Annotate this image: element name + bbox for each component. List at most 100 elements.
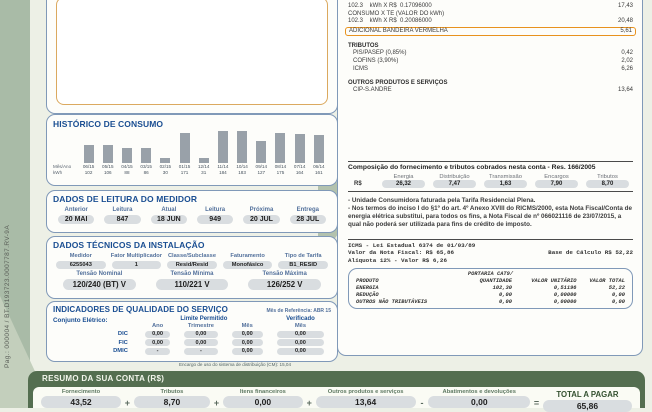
tech-value: Monofásico [222, 261, 273, 269]
quality-cell: 0,00 [138, 330, 177, 338]
charge-line: CONSUMO X TE (VALOR DO kWh) [348, 11, 633, 19]
summary-item: Abatimentos e devoluções 0,00 [428, 389, 531, 408]
quality-cell: 0,00 [225, 330, 270, 338]
outros-header: OUTROS PRODUTOS E SERVIÇOS [348, 80, 448, 87]
charge-line: 102.3 kWh X R$ 0.17096000 17,43 [348, 3, 633, 11]
portaria-row: ENERGIA 102,30 0,51196 52,22 [356, 285, 625, 292]
quality-cell: 0,00 [270, 347, 331, 355]
portaria-cell: 0,00 [612, 291, 625, 298]
summary-operator: + [124, 398, 131, 408]
reading-column: Leitura 949 [192, 207, 238, 224]
chart-bar-slot [309, 135, 328, 163]
composicao-value-cell: 8,70 [582, 179, 633, 188]
chart-bar [256, 141, 267, 163]
charge-line: PIS/PASEP (0,85%) 0,42 [353, 50, 633, 58]
charge-value: 0,42 [621, 50, 633, 57]
chart-bar [102, 145, 113, 163]
meter-reading-section: DADOS DE LEITURA DO MEDIDOR Anterior 20 M… [46, 190, 338, 233]
icms-note-left: Valor da Nota Fiscal: R$ 65,86 [348, 249, 455, 257]
composicao-value-cell: 1,63 [480, 179, 531, 188]
composicao-value: 7,90 [535, 179, 578, 188]
charge-desc: CIP-S.ANDRE [353, 87, 392, 94]
portaria-cell: OUTROS NÃO TRIBUTÁVEIS [356, 298, 428, 305]
portaria-header: QUANTIDADE [479, 278, 512, 285]
charge-desc: 102.3 kWh X R$ 0.17096000 [348, 3, 432, 9]
reading-value: 18 JUN [150, 215, 187, 224]
icms-note-line: ICMS - Lei Estadual 6374 de 01/03/89 [348, 242, 633, 250]
summary-operator: - [420, 398, 424, 408]
quality-col-header: Trimestre [187, 323, 214, 329]
summary-label: Fornecimento [61, 389, 101, 395]
quality-cell: 0,00 [270, 330, 331, 338]
section-title: DADOS DE LEITURA DO MEDIDOR [53, 194, 198, 204]
quality-cell: 0,00 [138, 339, 177, 346]
quality-subheader-row: Ano Trimestre Mês Mês [53, 323, 331, 329]
charge-desc: PIS/PASEP (0,85%) [353, 50, 407, 57]
summary-label: Tributos [160, 389, 184, 395]
summary-title: RESUMO DA SUA CONTA (R$) [42, 374, 165, 383]
chart-bar [313, 135, 324, 163]
composicao-value: 7,47 [433, 179, 476, 188]
charge-line: ICMS 6,26 [353, 66, 633, 74]
quality-cell: 0,00 [270, 339, 331, 346]
icms-note-line: Alíquota 12% - Valor R$ 6,26 [348, 257, 633, 265]
composicao-header: Distribuição [439, 173, 470, 180]
quality-row-label: DMIC [113, 348, 128, 354]
chart-row-label: Mês/Ano [53, 164, 72, 169]
chart-month-label: 11/14 [217, 164, 229, 169]
summary-value: 0,00 [428, 396, 531, 408]
composicao-header-cell: Distribuição [429, 174, 480, 180]
technical-column: Fator Multiplicador 1 [109, 253, 165, 269]
chart-kwh-row: kWh 102 106 88 86 30 171 31 184 183 127 175 164 161 [53, 170, 331, 175]
tech-header: Medidor [69, 253, 92, 259]
tech-header: Tensão Nominal [76, 271, 123, 277]
quality-row-label: FIC [118, 339, 128, 346]
tech-value: 6255043 [56, 261, 106, 269]
composicao-header-cell: Energia [378, 174, 429, 180]
portaria-cell: 0,00 [612, 298, 625, 305]
chart-kwh-label: 175 [276, 170, 285, 175]
chart-month-label: 08/14 [274, 164, 287, 169]
section-title: DADOS TÉCNICOS DA INSTALAÇÃO [53, 240, 205, 250]
tech-header: Faturamento [230, 253, 265, 259]
charge-line: 102.3 kWh X R$ 0.20086000 20,48 [348, 18, 633, 26]
quality-cell: 0,00 [177, 330, 224, 338]
meter-reading-columns: Anterior 20 MAI Leitura 847 Atual 18 JUN Leitu… [53, 207, 331, 224]
quality-value: 0,00 [231, 330, 263, 338]
portaria-cell: 0,00000 [553, 298, 577, 305]
charge-line: ADICIONAL BANDEIRA VERMELHA 5,61 [345, 26, 636, 37]
composicao-value: 8,70 [586, 179, 629, 188]
chart-bar [237, 131, 248, 163]
chart-kwh-label: 183 [238, 170, 246, 175]
technical-column: Tensão Mínima 110/221 V [146, 271, 239, 290]
chart-month-label: 06/15 [82, 164, 95, 169]
quality-value: 0,00 [276, 330, 324, 338]
chart-kwh-label: 102 [84, 170, 93, 175]
chart-bar [141, 148, 152, 163]
composicao-header: Encargos [544, 173, 569, 180]
technical-column: Medidor 6255043 [53, 253, 109, 269]
quality-value: - [144, 347, 171, 355]
summary-operator: + [306, 398, 312, 408]
tributos-section: PIS/PASEP (0,85%) 0,42 COFINS (3,90%) 2,02 I… [348, 50, 633, 73]
section-title: HISTÓRICO DE CONSUMO [53, 119, 164, 129]
composicao-header-row: Energia Distribuição Transmissão Encargos Tr… [348, 174, 633, 180]
icms-note-left: Alíquota 12% - Valor R$ 6,26 [348, 256, 447, 264]
reading-value: 20 MAI [58, 215, 95, 224]
chart-bar-slot [79, 145, 98, 163]
summary-operator: = [533, 398, 540, 408]
tech-header: Classe/Subclasse [167, 253, 217, 259]
portaria-rows: ENERGIA 102,30 0,51196 52,22 REDUÇÃO 0,00 0,00… [356, 285, 625, 305]
quality-row-label: DIC [117, 331, 128, 337]
portaria-cell: 0,00 [499, 298, 512, 305]
reading-value: 949 [196, 215, 234, 224]
tech-value: 110/221 V [155, 279, 229, 290]
chart-bar [217, 131, 228, 163]
chart-month-label: 02/15 [159, 164, 172, 169]
quality-value: 0,00 [276, 347, 324, 355]
composicao-header: Transmissão [489, 173, 522, 180]
chart-month-label: 09/14 [255, 164, 268, 169]
technical-column: Tipo de Tarifa B1_RESID [275, 253, 331, 269]
summary-value: 0,00 [222, 396, 303, 408]
quality-cell: - [177, 347, 224, 355]
